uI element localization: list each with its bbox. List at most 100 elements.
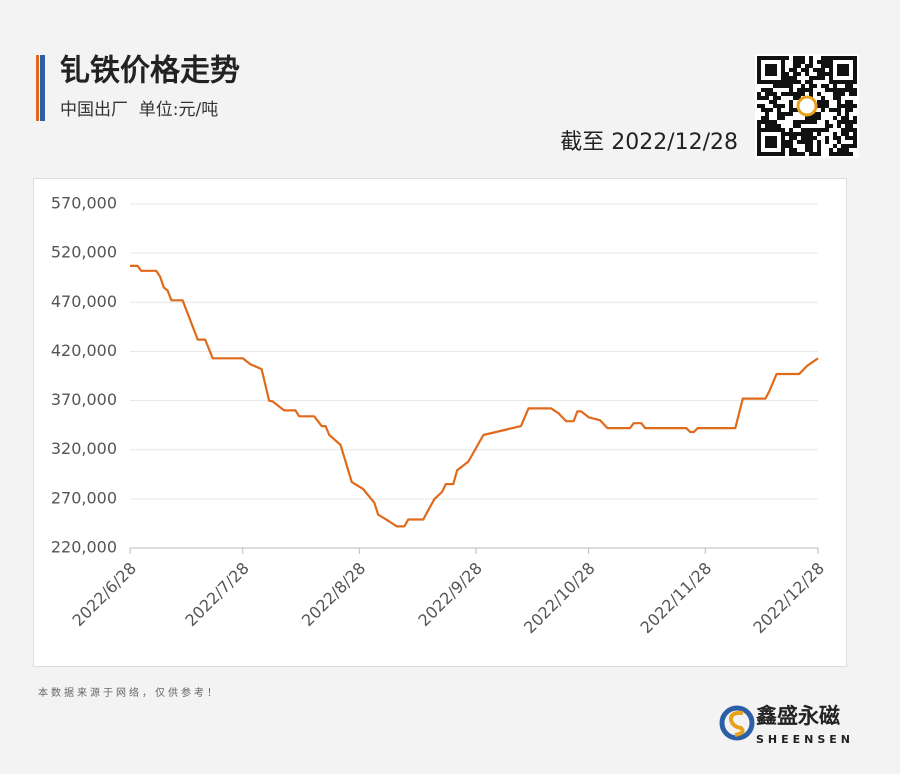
y-tick-label: 320,000 — [51, 439, 117, 458]
qr-cell — [805, 128, 809, 132]
y-tick-label: 470,000 — [51, 292, 117, 311]
logo-mark — [728, 710, 745, 737]
qr-cell — [785, 92, 789, 96]
qr-cell — [789, 144, 793, 148]
qr-cell — [845, 116, 849, 120]
qr-cell — [817, 104, 821, 108]
qr-cell — [813, 128, 817, 132]
qr-cell — [853, 144, 857, 148]
qr-cell — [841, 116, 845, 120]
qr-cell — [809, 136, 813, 140]
qr-cell — [809, 128, 813, 132]
qr-cell — [769, 124, 773, 128]
qr-cell — [853, 116, 857, 120]
qr-cell — [809, 148, 813, 152]
qr-cell — [817, 152, 821, 156]
qr-cell — [825, 84, 829, 88]
qr-cell — [845, 100, 849, 104]
qr-cell — [849, 136, 853, 140]
qr-cell — [829, 152, 833, 156]
qr-cell — [785, 132, 789, 136]
qr-cell — [765, 112, 769, 116]
qr-cell — [777, 104, 781, 108]
qr-cell — [793, 76, 797, 80]
qr-cell — [793, 120, 797, 124]
qr-cell — [821, 96, 825, 100]
qr-cell — [837, 92, 841, 96]
qr-cell — [797, 80, 801, 84]
qr-cell — [801, 128, 805, 132]
qr-cell — [817, 76, 821, 80]
qr-cell — [797, 132, 801, 136]
qr-cell — [805, 68, 809, 72]
qr-cell — [825, 56, 829, 60]
qr-cell — [845, 132, 849, 136]
qr-cell — [793, 136, 797, 140]
qr-cell — [821, 104, 825, 108]
qr-cell — [825, 124, 829, 128]
qr-cell — [825, 72, 829, 76]
qr-cell — [789, 132, 793, 136]
qr-cell — [805, 88, 809, 92]
qr-cell — [845, 108, 849, 112]
qr-cell — [777, 112, 781, 116]
qr-cell — [809, 60, 813, 64]
qr-cell — [781, 84, 785, 88]
footnote: 本数据来源于网络，仅供参考！ — [38, 686, 220, 699]
qr-cell — [849, 104, 853, 108]
qr-cell — [757, 104, 761, 108]
qr-cell — [849, 120, 853, 124]
qr-cell — [813, 112, 817, 116]
qr-cell — [845, 136, 849, 140]
qr-cell — [805, 116, 809, 120]
qr-cell — [789, 80, 793, 84]
qr-cell — [829, 148, 833, 152]
qr-cell — [821, 128, 825, 132]
brand: 鑫盛永磁 — [755, 704, 840, 728]
qr-cell — [853, 140, 857, 144]
qr-cell — [841, 104, 845, 108]
qr-cell — [773, 92, 777, 96]
qr-cell — [809, 152, 813, 156]
brand-en: SHEENSEN — [756, 733, 854, 746]
qr-cell — [797, 64, 801, 68]
chart-card — [33, 178, 847, 667]
qr-cell — [845, 112, 849, 116]
qr-cell — [773, 84, 777, 88]
qr-cell — [849, 124, 853, 128]
qr-cell — [761, 104, 765, 108]
qr-cell — [833, 108, 837, 112]
qr-cell — [761, 116, 765, 120]
qr-cell — [789, 136, 793, 140]
y-tick-label: 370,000 — [51, 390, 117, 409]
qr-cell — [817, 140, 821, 144]
qr-cell — [801, 92, 805, 96]
qr-cell — [805, 120, 809, 124]
qr-cell — [785, 140, 789, 144]
qr-cell — [769, 108, 773, 112]
qr-cell — [781, 116, 785, 120]
qr-cell — [841, 92, 845, 96]
qr-cell — [793, 80, 797, 84]
qr-cell — [821, 100, 825, 104]
qr-cell — [845, 104, 849, 108]
qr-cell — [809, 64, 813, 68]
qr-cell — [789, 88, 793, 92]
y-tick-label: 220,000 — [51, 538, 117, 557]
qr-cell — [793, 96, 797, 100]
qr-cell — [769, 88, 773, 92]
qr-cell — [845, 148, 849, 152]
qr-finder — [765, 136, 777, 148]
qr-cell — [837, 120, 841, 124]
qr-cell — [809, 140, 813, 144]
qr-cell — [801, 120, 805, 124]
qr-finder — [757, 56, 785, 84]
qr-cell — [833, 88, 837, 92]
qr-cell — [825, 136, 829, 140]
qr-cell — [773, 120, 777, 124]
qr-cell — [785, 56, 789, 60]
qr-cell — [817, 60, 821, 64]
qr-cell — [849, 100, 853, 104]
qr-cell — [841, 132, 845, 136]
qr-cell — [789, 148, 793, 152]
